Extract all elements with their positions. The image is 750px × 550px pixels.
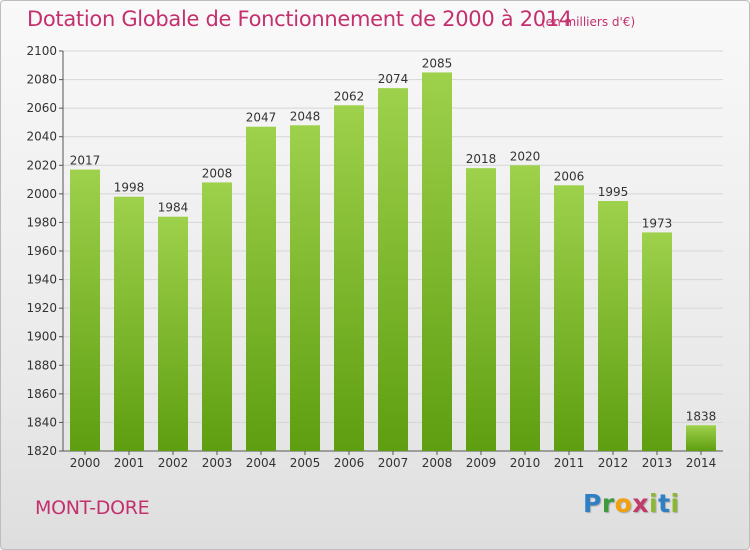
x-tick-label: 2007 — [378, 456, 409, 470]
data-labels: 2017 1998 1984 2008 2047 2048 2062 2074 2085 2018… — [70, 56, 717, 423]
bar — [554, 185, 584, 452]
axes: 1820 1840 1860 1880 1900 1920 1940 1960 1980 2000… — [26, 44, 723, 470]
logo-letter: i — [649, 489, 659, 518]
bar — [510, 165, 540, 452]
x-tick-label: 2008 — [422, 456, 453, 470]
y-tick-label: 2020 — [26, 158, 57, 172]
data-label: 2047 — [246, 111, 277, 125]
data-label: 2017 — [70, 154, 101, 168]
bar — [378, 88, 408, 452]
commune-name: MONT-DORE — [35, 497, 150, 519]
y-tick-label: 1940 — [26, 273, 57, 287]
chart-subtitle: (en milliers d'€) — [541, 15, 636, 29]
bar — [422, 72, 452, 451]
bar — [202, 182, 232, 451]
y-tick-label: 1900 — [26, 330, 57, 344]
logo-letter: o — [614, 489, 633, 518]
data-label: 2074 — [378, 72, 409, 86]
data-label: 2085 — [422, 56, 453, 70]
y-tick-label: 1860 — [26, 387, 57, 401]
x-tick-label: 2010 — [510, 456, 541, 470]
x-tick-label: 2002 — [158, 456, 189, 470]
data-label: 1838 — [686, 409, 717, 423]
data-label: 1998 — [114, 181, 145, 195]
logo-letter: r — [601, 489, 615, 518]
y-tick-label: 2040 — [26, 130, 57, 144]
y-tick-label: 1920 — [26, 301, 57, 315]
chart-title: Dotation Globale de Fonctionnement de 20… — [27, 7, 572, 31]
y-tick-label: 2100 — [26, 44, 57, 58]
bar — [598, 201, 628, 451]
y-tick-label: 2080 — [26, 73, 57, 87]
y-tick-label: 1820 — [26, 444, 57, 458]
bar — [70, 169, 100, 452]
bar — [642, 232, 672, 451]
bar — [334, 105, 364, 452]
data-label: 1973 — [642, 216, 673, 230]
x-tick-label: 2014 — [686, 456, 717, 470]
data-label: 2020 — [510, 149, 541, 163]
x-tick-label: 2013 — [642, 456, 673, 470]
x-tick-label: 2001 — [114, 456, 145, 470]
y-tick-label: 1880 — [26, 358, 57, 372]
data-label: 1995 — [598, 185, 629, 199]
x-tick-label: 2009 — [466, 456, 497, 470]
bar — [114, 196, 144, 451]
logo-letter: P — [583, 489, 602, 518]
bar — [246, 126, 276, 451]
proxiti-logo: Proxiti — [583, 489, 680, 518]
bar — [466, 168, 496, 451]
y-tick-label: 2000 — [26, 187, 57, 201]
logo-letter: i — [670, 489, 680, 518]
y-tick-label: 1980 — [26, 215, 57, 229]
x-tick-label: 2006 — [334, 456, 365, 470]
x-tick-label: 2011 — [554, 456, 585, 470]
x-tick-label: 2005 — [290, 456, 321, 470]
logo-letter: t — [658, 489, 671, 518]
x-tick-label: 2004 — [246, 456, 277, 470]
y-tick-label: 2060 — [26, 101, 57, 115]
bars — [70, 72, 716, 452]
x-tick-label: 2000 — [70, 456, 101, 470]
x-tick-label: 2012 — [598, 456, 629, 470]
y-tick-label: 1840 — [26, 415, 57, 429]
logo-letter: x — [632, 489, 649, 518]
data-label: 2062 — [334, 89, 365, 103]
y-tick-label: 1960 — [26, 244, 57, 258]
data-label: 1984 — [158, 201, 189, 215]
bar — [686, 425, 716, 451]
data-label: 2048 — [290, 109, 321, 123]
bar — [158, 216, 188, 451]
data-label: 2008 — [202, 166, 233, 180]
data-label: 2018 — [466, 152, 497, 166]
bar — [290, 125, 320, 452]
data-label: 2006 — [554, 169, 585, 183]
x-tick-label: 2003 — [202, 456, 233, 470]
